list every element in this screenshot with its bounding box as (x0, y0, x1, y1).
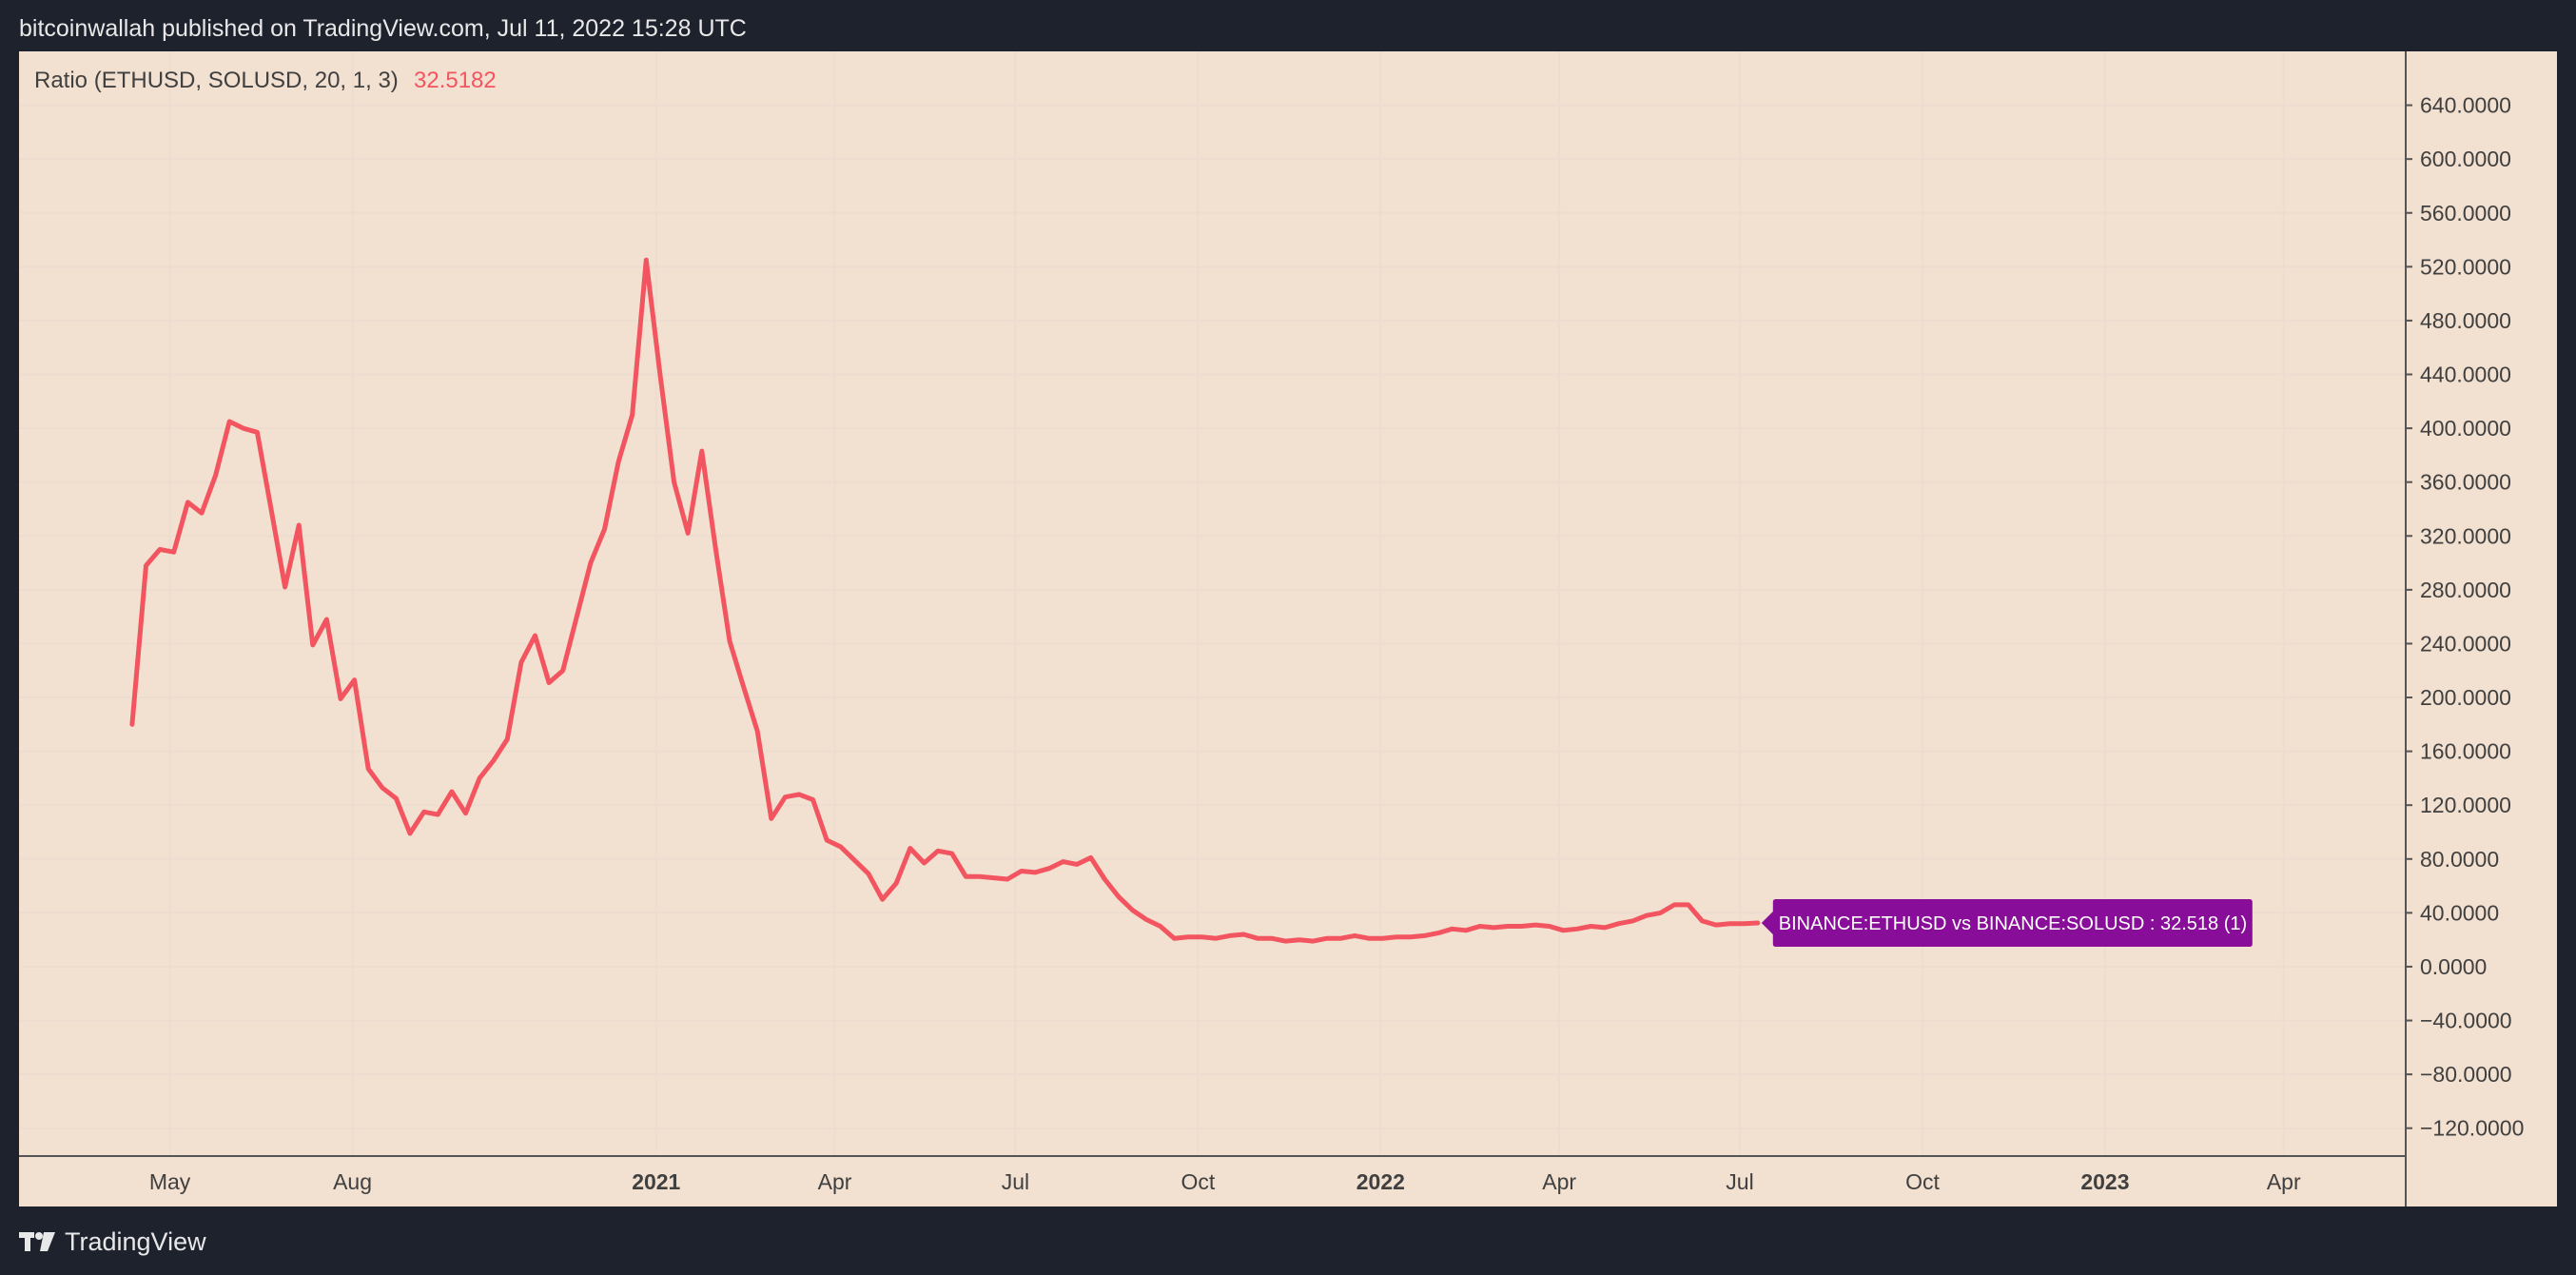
time-tick-label: Aug (333, 1169, 372, 1194)
time-tick-label: Apr (2267, 1169, 2301, 1194)
price-tick-label: 80.0000 (2420, 847, 2499, 872)
time-tick-label: 2022 (1356, 1169, 1405, 1194)
time-tick-label: Jul (1002, 1169, 1029, 1194)
brand-name: TradingView (65, 1227, 206, 1256)
time-tick-label: Jul (1726, 1169, 1753, 1194)
chart-area[interactable]: 640.0000 600.0000 560.0000 520.0000 480.0000… (19, 51, 2557, 1206)
price-tick-label: 40.0000 (2420, 900, 2499, 925)
price-tick-label: 0.0000 (2420, 954, 2487, 979)
price-tick-label: 480.0000 (2420, 308, 2511, 333)
price-tick-label: 200.0000 (2420, 685, 2511, 710)
tradingview-logo-icon (19, 1232, 55, 1251)
time-tick-label: 2021 (632, 1169, 680, 1194)
time-tick-label: Oct (1905, 1169, 1940, 1194)
price-tick-label: 520.0000 (2420, 254, 2511, 279)
series-line-eth-sol-ratio[interactable] (129, 257, 1761, 944)
plot-background (19, 51, 2405, 1155)
price-tick-label: 320.0000 (2420, 523, 2511, 548)
price-tick-label: −40.0000 (2420, 1009, 2512, 1033)
price-tick-label: 440.0000 (2420, 363, 2511, 387)
badge-background (1761, 898, 2253, 947)
time-tick-label: Apr (818, 1169, 852, 1194)
time-tick-label: 2023 (2080, 1169, 2129, 1194)
badge-label: BINANCE:ETHUSD vs BINANCE:SOLUSD : 32.51… (1779, 913, 2247, 934)
tradingview-logo[interactable]: TradingView (19, 1226, 206, 1258)
price-tick-label: 560.0000 (2420, 201, 2511, 226)
price-tick-label: 360.0000 (2420, 470, 2511, 495)
time-tick-label: Apr (1542, 1169, 1576, 1194)
price-tick-label: 240.0000 (2420, 631, 2511, 656)
price-tick-label: −120.0000 (2420, 1116, 2524, 1141)
legend-value: 32.5182 (414, 68, 497, 93)
price-tick-label: 600.0000 (2420, 147, 2511, 171)
price-tick-label: −80.0000 (2420, 1062, 2512, 1087)
time-tick-label: Oct (1181, 1169, 1216, 1194)
ratio-line-chart[interactable]: 640.0000 600.0000 560.0000 520.0000 480.0000… (19, 51, 2557, 1206)
time-tick-label: May (149, 1169, 191, 1194)
price-tick-label: 120.0000 (2420, 793, 2511, 817)
price-axis[interactable]: 640.0000 600.0000 560.0000 520.0000 480.0000… (2405, 93, 2524, 1141)
price-tick-label: 640.0000 (2420, 93, 2511, 118)
legend-label: Ratio (ETHUSD, SOLUSD, 20, 1, 3) (34, 68, 399, 93)
publisher-header: bitcoinwallah published on TradingView.c… (19, 15, 747, 42)
price-tick-label: 400.0000 (2420, 416, 2511, 441)
time-axis[interactable]: May Aug 2021 Apr Jul Oct 2022 Apr Jul Oct 2023 Apr (149, 1169, 2301, 1194)
price-tick-label: 280.0000 (2420, 578, 2511, 602)
price-tick-label: 160.0000 (2420, 739, 2511, 764)
last-value-badge: BINANCE:ETHUSD vs BINANCE:SOLUSD : 32.51… (1761, 898, 2253, 947)
grid-lines (19, 51, 2405, 1155)
